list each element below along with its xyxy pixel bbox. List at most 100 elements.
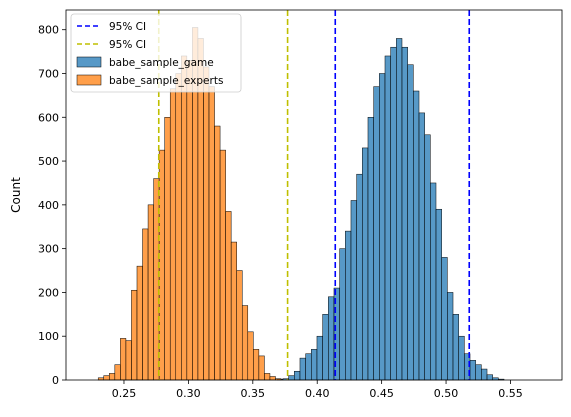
legend-item: 95% CI (77, 39, 146, 51)
bar (269, 376, 276, 381)
bar (350, 200, 357, 381)
bar (158, 149, 165, 381)
bar (241, 305, 249, 381)
bar (362, 147, 369, 381)
bar (125, 340, 132, 381)
series-babe_sample_game (277, 38, 505, 381)
bar (142, 228, 149, 381)
legend-patch-swatch (76, 56, 102, 68)
bar (258, 355, 265, 381)
bar (103, 375, 110, 381)
bar (175, 73, 182, 381)
bar (299, 357, 306, 381)
ci-lines-layer (157, 10, 471, 380)
bar (435, 208, 442, 381)
bar (407, 64, 414, 381)
bar (253, 349, 260, 381)
plot-frame (65, 9, 563, 381)
bar (486, 374, 493, 381)
bar (147, 204, 154, 381)
y-tick-label: 100 (38, 330, 59, 343)
bar (114, 364, 121, 381)
bar (373, 86, 380, 381)
bar (452, 314, 459, 381)
bar (458, 335, 465, 381)
y-tick-label: 200 (38, 286, 59, 299)
legend-label: 95% CI (109, 21, 146, 33)
bar (396, 38, 403, 381)
y-tick-label: 600 (38, 111, 59, 124)
bar (225, 211, 232, 381)
bar (264, 373, 271, 381)
bar (418, 112, 425, 381)
x-tick-label: 0.45 (369, 387, 394, 400)
bar (247, 331, 254, 381)
bar (328, 296, 335, 381)
y-ticks: 0 100 200 300 400 500 600 700 800 (38, 24, 66, 387)
x-ticks: 0.25 0.30 0.35 0.40 0.45 0.50 0.55 (112, 380, 523, 400)
x-tick-label: 0.35 (241, 387, 266, 400)
bar (379, 73, 386, 381)
x-tick-label: 0.55 (498, 387, 523, 400)
x-tick-label: 0.40 (305, 387, 330, 400)
x-tick-label: 0.50 (434, 387, 459, 400)
legend-label: 95% CI (109, 39, 146, 51)
bar (164, 117, 171, 381)
bar (345, 230, 352, 381)
bar (390, 46, 397, 381)
bar (294, 370, 301, 381)
series-babe_sample_experts (97, 27, 282, 381)
bar (311, 349, 318, 381)
bar (230, 241, 237, 381)
legend: 95% CI 95% CI babe_sample_game babe_sample_… (70, 13, 242, 93)
bar (356, 173, 363, 381)
x-tick-label: 0.30 (176, 387, 201, 400)
y-tick-label: 700 (38, 67, 59, 80)
bar (131, 289, 138, 381)
bar (469, 360, 476, 381)
bar (208, 86, 215, 381)
x-tick-label: 0.25 (112, 387, 137, 400)
y-tick-label: 800 (38, 24, 59, 37)
bar (186, 60, 193, 381)
legend-box (70, 13, 242, 93)
bar (214, 125, 221, 381)
bar (339, 248, 346, 381)
bar (236, 270, 243, 381)
legend-label: babe_sample_experts (109, 75, 223, 87)
y-tick-label: 400 (38, 199, 59, 212)
bar (288, 375, 295, 381)
y-axis-label: Count (9, 177, 23, 213)
bar (367, 117, 374, 381)
bar (203, 66, 210, 381)
bar (481, 368, 488, 381)
legend-patch-swatch (76, 74, 102, 86)
legend-item: 95% CI (77, 21, 146, 33)
bar (401, 46, 408, 381)
bar (219, 149, 226, 381)
y-tick-label: 0 (52, 374, 59, 387)
bar (384, 55, 391, 381)
legend-item: babe_sample_experts (76, 74, 223, 87)
bar (424, 134, 431, 381)
bar (181, 55, 188, 381)
bar (169, 88, 177, 381)
bar (441, 257, 448, 381)
y-tick-label: 500 (38, 155, 59, 168)
bar (136, 265, 143, 381)
bars-layer (97, 27, 505, 381)
bar (316, 335, 323, 381)
y-tick-label: 300 (38, 243, 59, 256)
bar (430, 182, 437, 381)
bar (447, 292, 454, 381)
legend-item: babe_sample_game (76, 56, 214, 69)
bar (120, 338, 127, 381)
bar (475, 364, 482, 381)
bar (322, 314, 329, 381)
bar (413, 90, 420, 381)
bar (109, 373, 116, 381)
legend-label: babe_sample_game (109, 57, 214, 69)
bar (305, 353, 312, 381)
